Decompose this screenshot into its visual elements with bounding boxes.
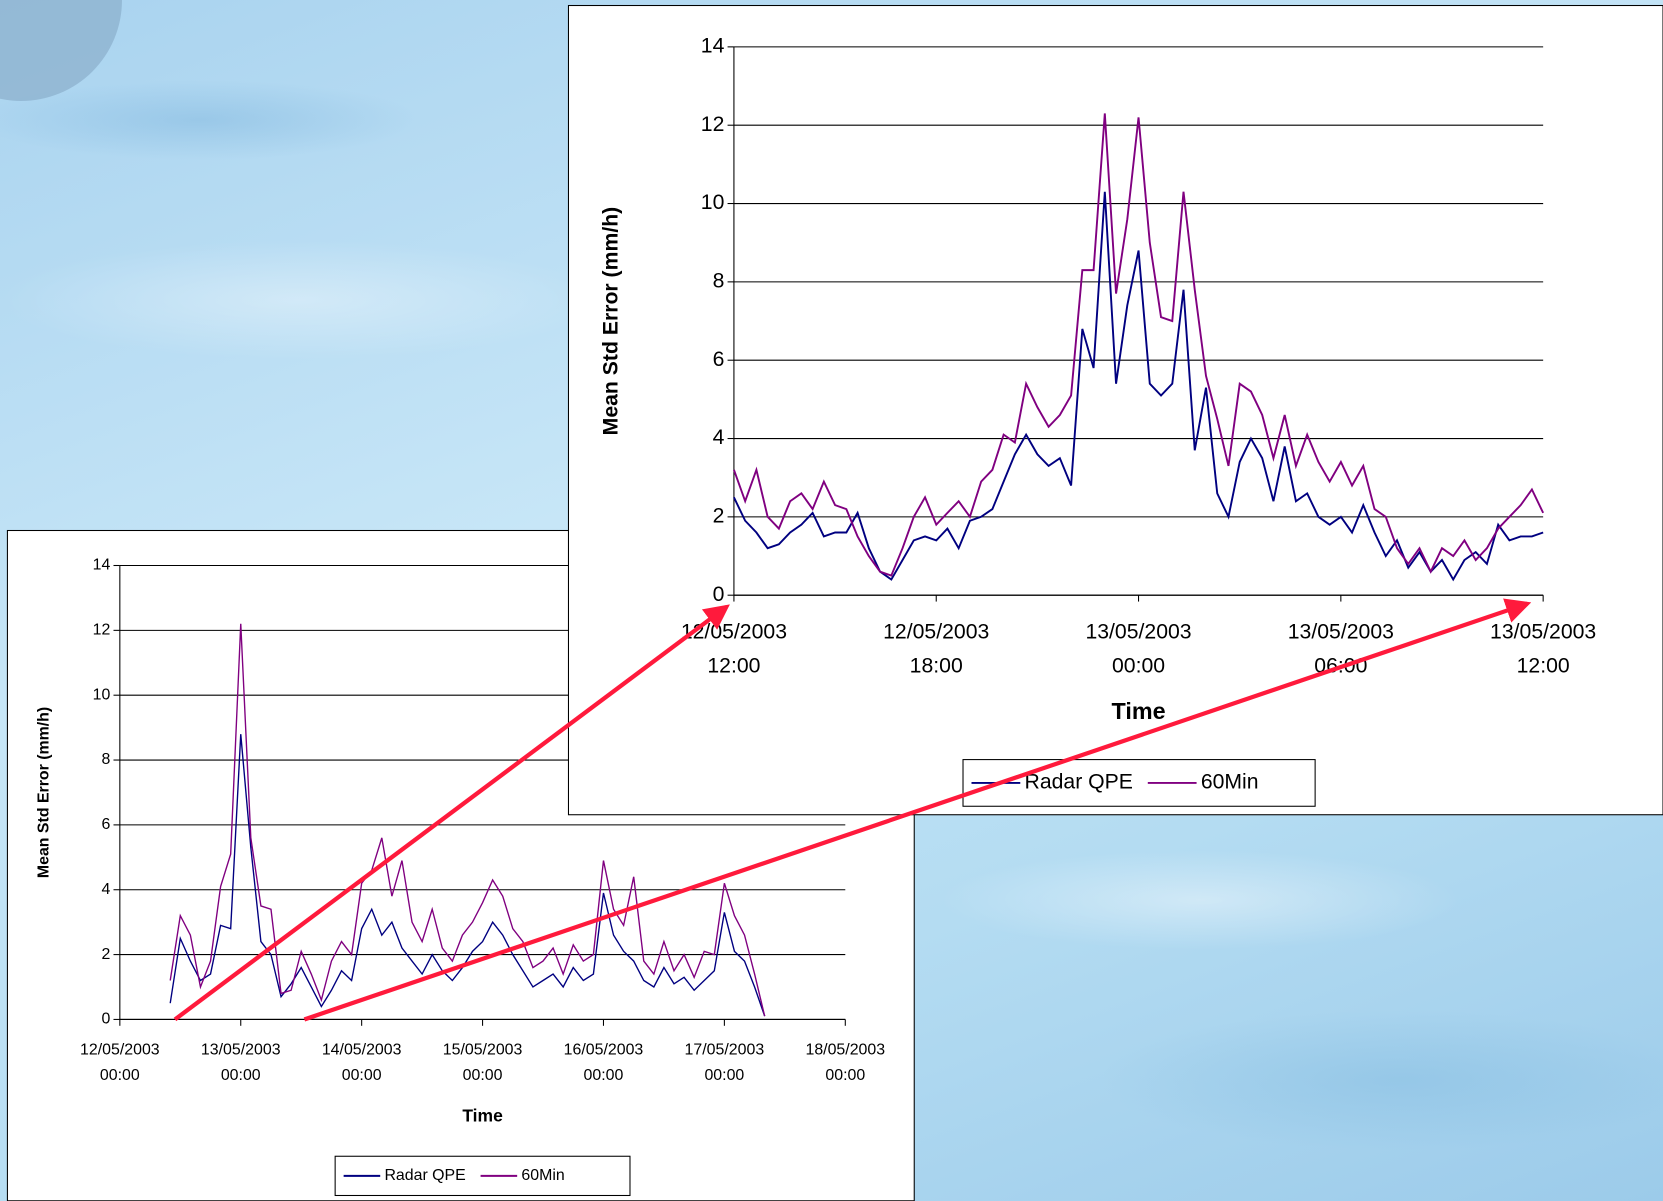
x-tick-label: 18/05/2003 00:00 <box>805 1040 886 1085</box>
zoom-arrow <box>303 598 1532 1022</box>
arrows <box>173 598 1532 1022</box>
series-line <box>169 734 766 1017</box>
x-axis-label: Time <box>462 1106 503 1126</box>
x-tick-label-box: 12/05/2003 18:00 <box>883 620 990 678</box>
x-tick-label-box: 16/05/2003 00:00 <box>563 1040 644 1085</box>
legend-label: Radar QPE <box>1025 771 1133 794</box>
series-line <box>733 191 1544 582</box>
x-tick-label: 14/05/2003 00:00 <box>321 1040 402 1085</box>
y-tick-label: 2 <box>713 504 725 527</box>
y-tick-label: 4 <box>101 881 110 898</box>
legend-label: Radar QPE <box>384 1167 465 1184</box>
x-axis-label: Time <box>1112 698 1166 724</box>
x-tick-label: 17/05/2003 00:00 <box>684 1040 765 1085</box>
series-line <box>733 113 1545 577</box>
y-tick-label: 2 <box>101 946 110 963</box>
y-tick-label: 12 <box>701 113 725 136</box>
x-tick-label: 12/05/2003 12:00 <box>680 620 788 678</box>
zoom-arrow <box>173 604 730 1022</box>
y-tick-label: 14 <box>701 34 725 57</box>
charts: 0 2 4 6 8 10 12 14 12/05/2003 00:00 13/05/2003 00… <box>6 4 1663 1201</box>
y-axis-label: Mean Std Error (mm/h) <box>600 207 623 436</box>
x-tick-label: 15/05/2003 00:00 <box>442 1040 523 1085</box>
x-tick-label-box: 12/05/2003 00:00 <box>80 1040 160 1085</box>
y-tick-label: 0 <box>101 1011 110 1028</box>
y-tick-label: 6 <box>713 348 725 371</box>
y-tick-label: 8 <box>101 751 110 768</box>
y-tick-label: 6 <box>101 816 110 833</box>
legend-label: 60Min <box>1201 771 1259 794</box>
x-tick-label-box: 17/05/2003 00:00 <box>684 1040 765 1085</box>
x-tick-label: 13/05/2003 00:00 <box>1085 620 1192 678</box>
y-tick-label: 10 <box>701 191 725 214</box>
x-tick-label: 13/05/2003 12:00 <box>1490 620 1597 678</box>
x-tick-label-box: 13/05/2003 00:00 <box>1085 620 1192 678</box>
chart: 0 2 4 6 8 10 12 14 12/05/2003 12:00 12/05/2003 18… <box>567 4 1663 816</box>
legend-box <box>962 759 1316 807</box>
x-tick-label: 13/05/2003 00:00 <box>200 1040 281 1085</box>
y-tick-label: 4 <box>713 426 725 449</box>
y-tick-label: 10 <box>93 686 111 703</box>
x-tick-label-box: 12/05/2003 12:00 <box>680 620 788 678</box>
y-tick-label: 8 <box>713 269 725 292</box>
x-tick-label-box: 15/05/2003 00:00 <box>442 1040 523 1085</box>
x-tick-label: 12/05/2003 18:00 <box>883 620 990 678</box>
series-line <box>169 623 766 1017</box>
x-tick-label-box: 13/05/2003 06:00 <box>1288 621 1394 678</box>
y-tick-label: 0 <box>713 583 725 606</box>
x-tick-label: 16/05/2003 00:00 <box>563 1040 644 1085</box>
y-tick-label: 14 <box>93 557 111 574</box>
x-tick-label-box: 18/05/2003 00:00 <box>805 1040 886 1085</box>
x-tick-label-box: 13/05/2003 00:00 <box>200 1040 281 1085</box>
y-axis-label: Mean Std Error (mm/h) <box>36 707 53 878</box>
x-tick-label-box: 13/05/2003 12:00 <box>1490 620 1597 678</box>
chart-panel <box>567 4 1663 816</box>
y-tick-label: 12 <box>93 622 111 639</box>
x-tick-label: 12/05/2003 00:00 <box>80 1040 160 1085</box>
legend-label: 60Min <box>521 1167 564 1184</box>
globe-decoration <box>0 0 122 101</box>
x-tick-label-box: 14/05/2003 00:00 <box>321 1040 402 1085</box>
